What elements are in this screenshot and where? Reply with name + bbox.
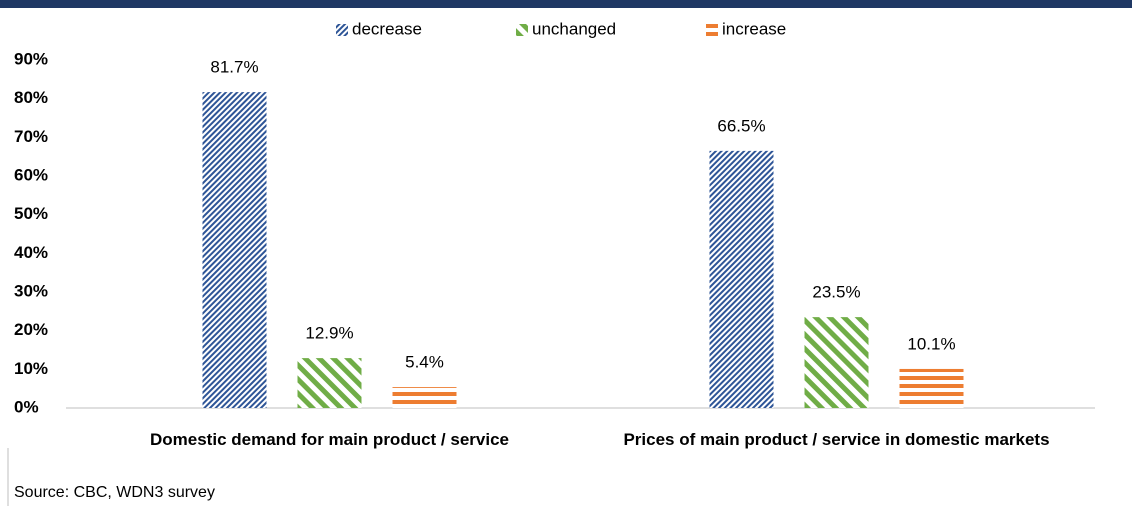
top-band	[0, 0, 1132, 8]
bar	[709, 150, 774, 408]
legend-label: increase	[722, 19, 786, 38]
x-tick-label: Prices of main product / service in dome…	[623, 430, 1050, 449]
value-label: 81.7%	[210, 58, 258, 77]
legend-swatch	[336, 24, 348, 36]
y-tick-label: 30%	[14, 281, 48, 300]
value-label: 66.5%	[717, 116, 765, 135]
bar	[297, 358, 362, 408]
value-label: 5.4%	[405, 353, 444, 372]
legend-label: unchanged	[532, 19, 616, 38]
y-tick-label: 40%	[14, 243, 48, 262]
y-tick-label: 20%	[14, 320, 48, 339]
y-tick-label: 80%	[14, 88, 48, 107]
y-tick-label: 10%	[14, 359, 48, 378]
x-tick-label: Domestic demand for main product / servi…	[150, 430, 509, 449]
bar	[392, 387, 457, 408]
bar	[899, 368, 964, 408]
y-tick-label: 60%	[14, 165, 48, 184]
y-tick-label: 0%	[14, 397, 39, 416]
y-tick-label: 90%	[14, 49, 48, 68]
bar	[804, 317, 869, 408]
y-tick-label: 70%	[14, 127, 48, 146]
legend-label: decrease	[352, 19, 422, 38]
value-label: 10.1%	[907, 334, 955, 353]
legend-swatch	[516, 24, 528, 36]
y-tick-label: 50%	[14, 204, 48, 223]
bar	[202, 92, 267, 409]
value-label: 12.9%	[305, 324, 353, 343]
legend-swatch	[706, 24, 718, 36]
source: Source: CBC, WDN3 survey	[14, 484, 215, 501]
value-label: 23.5%	[812, 283, 860, 302]
